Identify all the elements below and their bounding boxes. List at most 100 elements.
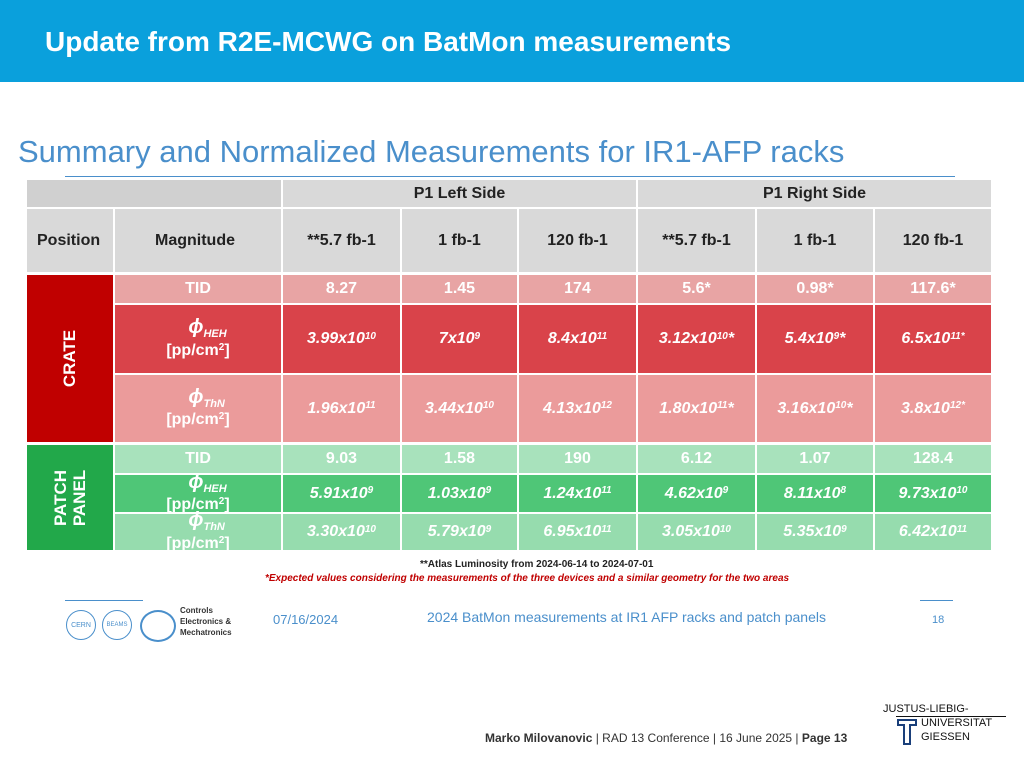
exponent: 9 xyxy=(722,485,729,496)
magnitude-formula: ϕThN [pp/cm2] xyxy=(166,510,229,552)
unit: [pp/cm xyxy=(166,534,219,552)
unit-end: ] xyxy=(224,411,230,429)
unit-line: [pp/cm2] xyxy=(166,534,229,552)
unit-line: [pp/cm2] xyxy=(166,341,230,359)
value-cell: 8.11x10 8 xyxy=(757,475,873,512)
value-cell: 3.05x10 10 xyxy=(638,514,755,550)
exponent: 10 xyxy=(364,523,376,535)
value-cell: 117.6* xyxy=(875,275,991,303)
value-cell: 3.12x10 10 * xyxy=(638,305,755,373)
symbol-line: ϕHEH xyxy=(166,317,229,342)
mantissa: 3.99x10 xyxy=(307,330,365,347)
exponent: 9 xyxy=(485,523,492,535)
value-cell: 0.98* xyxy=(757,275,873,303)
unit-end: ] xyxy=(224,341,230,359)
value-cell: 5.91x10 9 xyxy=(283,475,400,512)
mantissa: 8.4x10 xyxy=(547,330,597,347)
value-cell: 4.13x10 12 xyxy=(519,375,636,442)
mantissa: 3.16x10 xyxy=(777,399,836,417)
label-line: CRATE xyxy=(60,329,80,388)
value-cell: 190 xyxy=(519,445,636,473)
value-cell: 3.30x10 10 xyxy=(283,514,400,550)
symbol: ϕ xyxy=(188,385,204,408)
value-cell: 1.58 xyxy=(402,445,517,473)
inner-title: 2024 BatMon measurements at IR1 AFP rack… xyxy=(427,609,826,625)
slide-title: Summary and Normalized Measurements for … xyxy=(18,134,845,169)
page: Page 13 xyxy=(801,731,848,745)
value-cell: 5.6* xyxy=(638,275,755,303)
magnitude: TID xyxy=(115,445,281,473)
magnitude: TID xyxy=(115,275,281,303)
unit-end: ] xyxy=(224,496,230,514)
exponent: 10 xyxy=(482,400,494,411)
rule xyxy=(65,600,143,601)
group-header: P1 Right Side xyxy=(638,180,991,207)
column-header: **5.7 fb-1 xyxy=(283,209,400,272)
magnitude-formula: ϕThN [pp/cm2] xyxy=(166,387,230,429)
value-cell: 8.27 xyxy=(283,275,400,303)
value-cell: 5.79x10 9 xyxy=(402,514,517,550)
column-header: Position xyxy=(27,209,113,272)
magnitude: ϕHEH [pp/cm2] xyxy=(115,305,281,373)
symbol-sub: HEH xyxy=(203,328,227,341)
mantissa: 7x10 xyxy=(438,330,475,347)
value-cell: 9.73x10 10 xyxy=(875,475,991,512)
exponent: 10 xyxy=(835,400,847,411)
exponent: 9 xyxy=(474,330,481,342)
suffix: * xyxy=(846,399,853,417)
value: 5.6* xyxy=(682,280,711,297)
unit: [pp/cm xyxy=(166,496,219,514)
mantissa: 5.4x10 xyxy=(784,330,834,347)
value: 1.07 xyxy=(799,450,831,467)
value: 1.45 xyxy=(443,280,476,297)
magnitude-text: TID xyxy=(185,280,211,297)
value-cell: 9.03 xyxy=(283,445,400,473)
text: Mechatronics xyxy=(180,628,232,637)
uni-logo xyxy=(897,719,917,745)
inner-page: 18 xyxy=(932,614,945,626)
label-line: PATCH xyxy=(50,469,70,526)
header-cell xyxy=(27,180,281,207)
magnitude: ϕThN [pp/cm2] xyxy=(115,375,281,442)
section-label-text: CRATE xyxy=(60,330,79,387)
mantissa: 3.8x10 xyxy=(901,399,950,417)
exponent: 9 xyxy=(367,485,374,496)
exponent: 11 xyxy=(601,485,612,496)
label-line: PANEL xyxy=(69,469,89,526)
author: Marko Milovanovic xyxy=(485,731,593,745)
uni-line: GIESSEN xyxy=(921,731,970,743)
value-cell: 5.35x10 9 xyxy=(757,514,873,550)
symbol-sub: ThN xyxy=(203,398,225,411)
suffix: * xyxy=(839,330,846,347)
magnitude-formula: ϕHEH [pp/cm2] xyxy=(166,472,230,514)
rule xyxy=(896,716,1006,717)
mantissa: 5.79x10 xyxy=(427,523,486,540)
value-cell: 1.03x10 9 xyxy=(402,475,517,512)
symbol: ϕ xyxy=(188,470,204,493)
magnitude: ϕThN [pp/cm2] xyxy=(115,510,281,552)
conference: RAD 13 Conference xyxy=(602,731,710,745)
exponent: 11 xyxy=(596,330,608,342)
value-cell: 8.4x10 11 xyxy=(519,305,636,373)
value-cell: 7x10 9 xyxy=(402,305,517,373)
text: Controls xyxy=(180,606,213,615)
magnitude-formula: ϕHEH [pp/cm2] xyxy=(166,317,230,359)
column-header: Magnitude xyxy=(115,209,281,272)
inner-date: 07/16/2024 xyxy=(273,612,339,627)
value: 117.6* xyxy=(910,280,956,297)
mantissa: 3.30x10 xyxy=(307,523,365,540)
header-bar xyxy=(0,0,1024,82)
exponent: 9 xyxy=(841,523,847,535)
date: 16 June 2025 xyxy=(719,731,793,745)
value: 8.27 xyxy=(325,280,358,297)
symbol-sub: ThN xyxy=(203,521,225,534)
value-cell: 3.99x10 10 xyxy=(283,305,400,373)
text: Electronics & xyxy=(180,617,232,626)
logo: CERN xyxy=(66,610,96,640)
value: 9.03 xyxy=(325,450,358,467)
rule xyxy=(920,600,953,601)
mantissa: 6.95x10 xyxy=(543,523,602,540)
mantissa: 3.44x10 xyxy=(425,399,483,417)
exponent: 12 xyxy=(600,400,612,411)
